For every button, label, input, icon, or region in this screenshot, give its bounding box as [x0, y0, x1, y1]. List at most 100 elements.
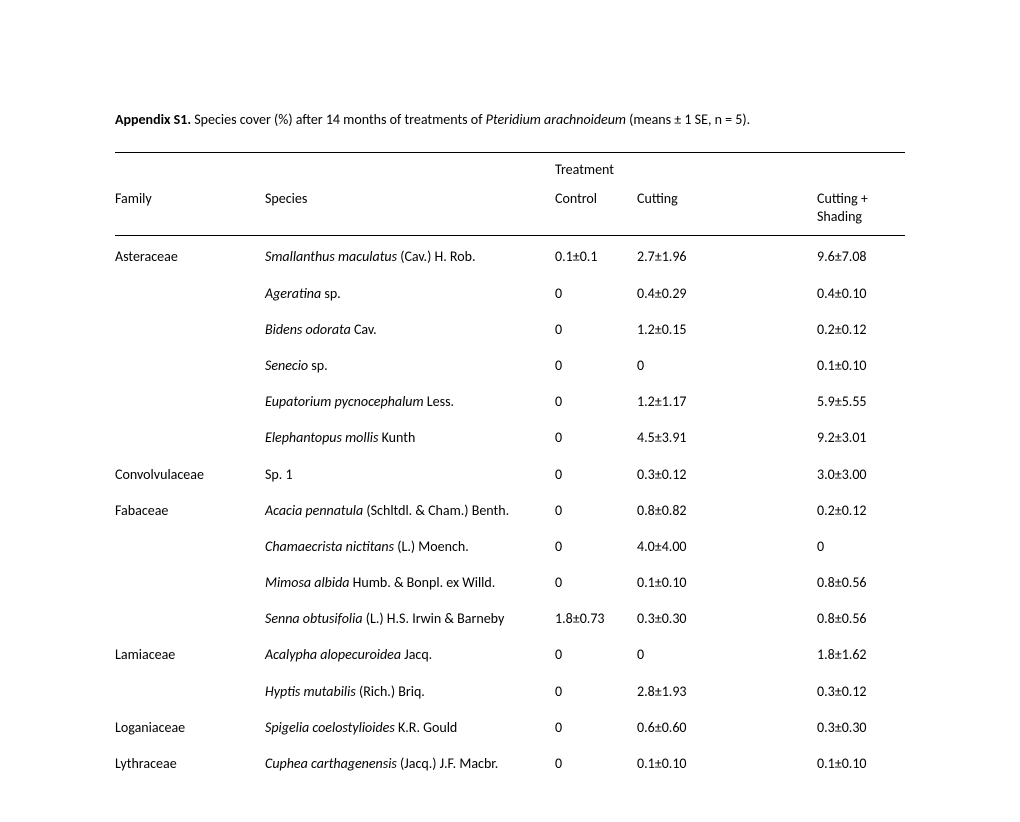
- cell-cutting: 0.1±0.10: [637, 746, 817, 782]
- cell-cutting-shading: 3.0±3.00: [817, 457, 905, 493]
- table-row: ConvolvulaceaeSp. 100.3±0.123.0±3.00: [115, 457, 905, 493]
- species-author: Jacq.: [401, 646, 432, 663]
- species-latin: Ageratina: [265, 285, 321, 302]
- species-latin: Mimosa albida: [265, 574, 349, 591]
- table-row: Senna obtusifolia (L.) H.S. Irwin & Barn…: [115, 601, 905, 637]
- table-row: Elephantopus mollis Kunth 04.5±3.919.2±3.…: [115, 420, 905, 456]
- cell-species: Chamaecrista nictitans (L.) Moench.: [265, 529, 555, 565]
- cell-cutting-shading: 9.6±7.08: [817, 236, 905, 276]
- cell-cutting: 0.6±0.60: [637, 710, 817, 746]
- header-family: Family: [115, 186, 265, 236]
- cell-species: Sp. 1: [265, 457, 555, 493]
- species-author: (L.) H.S. Irwin & Barneby: [363, 610, 505, 627]
- species-author: (Cav.) H. Rob.: [397, 248, 475, 265]
- cell-species: Mimosa albida Humb. & Bonpl. ex Willd.: [265, 565, 555, 601]
- cell-species: Cuphea carthagenensis (Jacq.) J.F. Macbr…: [265, 746, 555, 782]
- table-row: LythraceaeCuphea carthagenensis (Jacq.) …: [115, 746, 905, 782]
- cell-family: [115, 565, 265, 601]
- cell-cutting: 0.1±0.10: [637, 565, 817, 601]
- species-author: Sp. 1: [265, 466, 293, 483]
- table-row: FabaceaeAcacia pennatula (Schltdl. & Cha…: [115, 493, 905, 529]
- species-author: Cav.: [351, 321, 377, 338]
- cell-cutting-shading: 0: [817, 529, 905, 565]
- header-species: Species: [265, 186, 555, 236]
- cell-family: Lythraceae: [115, 746, 265, 782]
- species-author: sp.: [308, 357, 328, 374]
- cell-cutting: 0.3±0.12: [637, 457, 817, 493]
- caption-text-before: Species cover (%) after 14 months of tre…: [191, 111, 486, 128]
- cell-control: 0: [555, 529, 637, 565]
- cell-family: [115, 384, 265, 420]
- cell-control: 0: [555, 565, 637, 601]
- cell-cutting-shading: 0.2±0.12: [817, 493, 905, 529]
- cell-species: Acacia pennatula (Schltdl. & Cham.) Bent…: [265, 493, 555, 529]
- cell-cutting: 0.3±0.30: [637, 601, 817, 637]
- cell-species: Acalypha alopecuroidea Jacq.: [265, 637, 555, 673]
- cell-cutting: 0: [637, 637, 817, 673]
- cell-control: 0: [555, 276, 637, 312]
- cell-species: Senna obtusifolia (L.) H.S. Irwin & Barn…: [265, 601, 555, 637]
- species-latin: Chamaecrista nictitans: [265, 538, 394, 555]
- cell-family: Loganiaceae: [115, 710, 265, 746]
- caption-label: Appendix S1.: [115, 111, 191, 128]
- cell-control: 0: [555, 746, 637, 782]
- species-latin: Senna obtusifolia: [265, 610, 363, 627]
- table-row: Hyptis mutabilis (Rich.) Briq.02.8±1.930…: [115, 674, 905, 710]
- table-caption: Appendix S1. Species cover (%) after 14 …: [115, 110, 905, 130]
- treatment-group-header-row: Treatment: [115, 152, 905, 186]
- cell-species: Bidens odorata Cav.: [265, 312, 555, 348]
- species-latin: Cuphea carthagenensis: [265, 755, 397, 772]
- cell-cutting-shading: 0.1±0.10: [817, 746, 905, 782]
- species-author: K.R. Gould: [395, 719, 457, 736]
- species-author: Humb. & Bonpl. ex Willd.: [349, 574, 495, 591]
- caption-italic: Pteridium arachnoideum: [486, 111, 626, 128]
- cell-family: [115, 420, 265, 456]
- cell-cutting: 1.2±1.17: [637, 384, 817, 420]
- species-latin: Elephantopus mollis: [265, 429, 378, 446]
- cell-cutting-shading: 1.8±1.62: [817, 637, 905, 673]
- cell-control: 0: [555, 493, 637, 529]
- species-author: Kunth: [378, 429, 415, 446]
- cell-control: 0: [555, 312, 637, 348]
- header-cutshade-line1: Cutting +: [817, 190, 868, 207]
- cell-cutting: 4.5±3.91: [637, 420, 817, 456]
- cell-cutting-shading: 0.3±0.12: [817, 674, 905, 710]
- document-page: Appendix S1. Species cover (%) after 14 …: [0, 0, 1020, 822]
- cell-cutting-shading: 0.4±0.10: [817, 276, 905, 312]
- cell-family: Lamiaceae: [115, 637, 265, 673]
- table-row: Bidens odorata Cav.01.2±0.150.2±0.12: [115, 312, 905, 348]
- cell-cutting-shading: 0.3±0.30: [817, 710, 905, 746]
- table-row: AsteraceaeSmallanthus maculatus (Cav.) H…: [115, 236, 905, 276]
- species-latin: Senecio: [265, 357, 308, 374]
- cell-family: [115, 276, 265, 312]
- species-latin: Spigelia coelostylioides: [265, 719, 395, 736]
- species-latin: Eupatorium pycnocephalum: [265, 393, 424, 410]
- cell-control: 0: [555, 420, 637, 456]
- species-author: (Schltdl. & Cham.) Benth.: [363, 502, 509, 519]
- cell-family: [115, 529, 265, 565]
- cell-species: Hyptis mutabilis (Rich.) Briq.: [265, 674, 555, 710]
- species-latin: Acacia pennatula: [265, 502, 363, 519]
- cell-cutting-shading: 9.2±3.01: [817, 420, 905, 456]
- species-latin: Bidens odorata: [265, 321, 351, 338]
- cell-cutting-shading: 5.9±5.55: [817, 384, 905, 420]
- species-latin: Acalypha alopecuroidea: [265, 646, 401, 663]
- species-author: (L.) Moench.: [394, 538, 469, 555]
- cell-control: 0: [555, 348, 637, 384]
- species-author: (Rich.) Briq.: [356, 683, 425, 700]
- cell-species: Spigelia coelostylioides K.R. Gould: [265, 710, 555, 746]
- cell-control: 0.1±0.1: [555, 236, 637, 276]
- cell-control: 1.8±0.73: [555, 601, 637, 637]
- species-author: (Jacq.) J.F. Macbr.: [397, 755, 498, 772]
- cell-cutting: 1.2±0.15: [637, 312, 817, 348]
- cell-species: Smallanthus maculatus (Cav.) H. Rob.: [265, 236, 555, 276]
- cell-control: 0: [555, 674, 637, 710]
- header-cutting: Cutting: [637, 186, 817, 236]
- cell-family: Fabaceae: [115, 493, 265, 529]
- table-row: Chamaecrista nictitans (L.) Moench.04.0±…: [115, 529, 905, 565]
- cell-family: [115, 674, 265, 710]
- cell-cutting-shading: 0.2±0.12: [817, 312, 905, 348]
- species-author: Less.: [424, 393, 455, 410]
- cell-species: Eupatorium pycnocephalum Less.: [265, 384, 555, 420]
- cell-family: [115, 601, 265, 637]
